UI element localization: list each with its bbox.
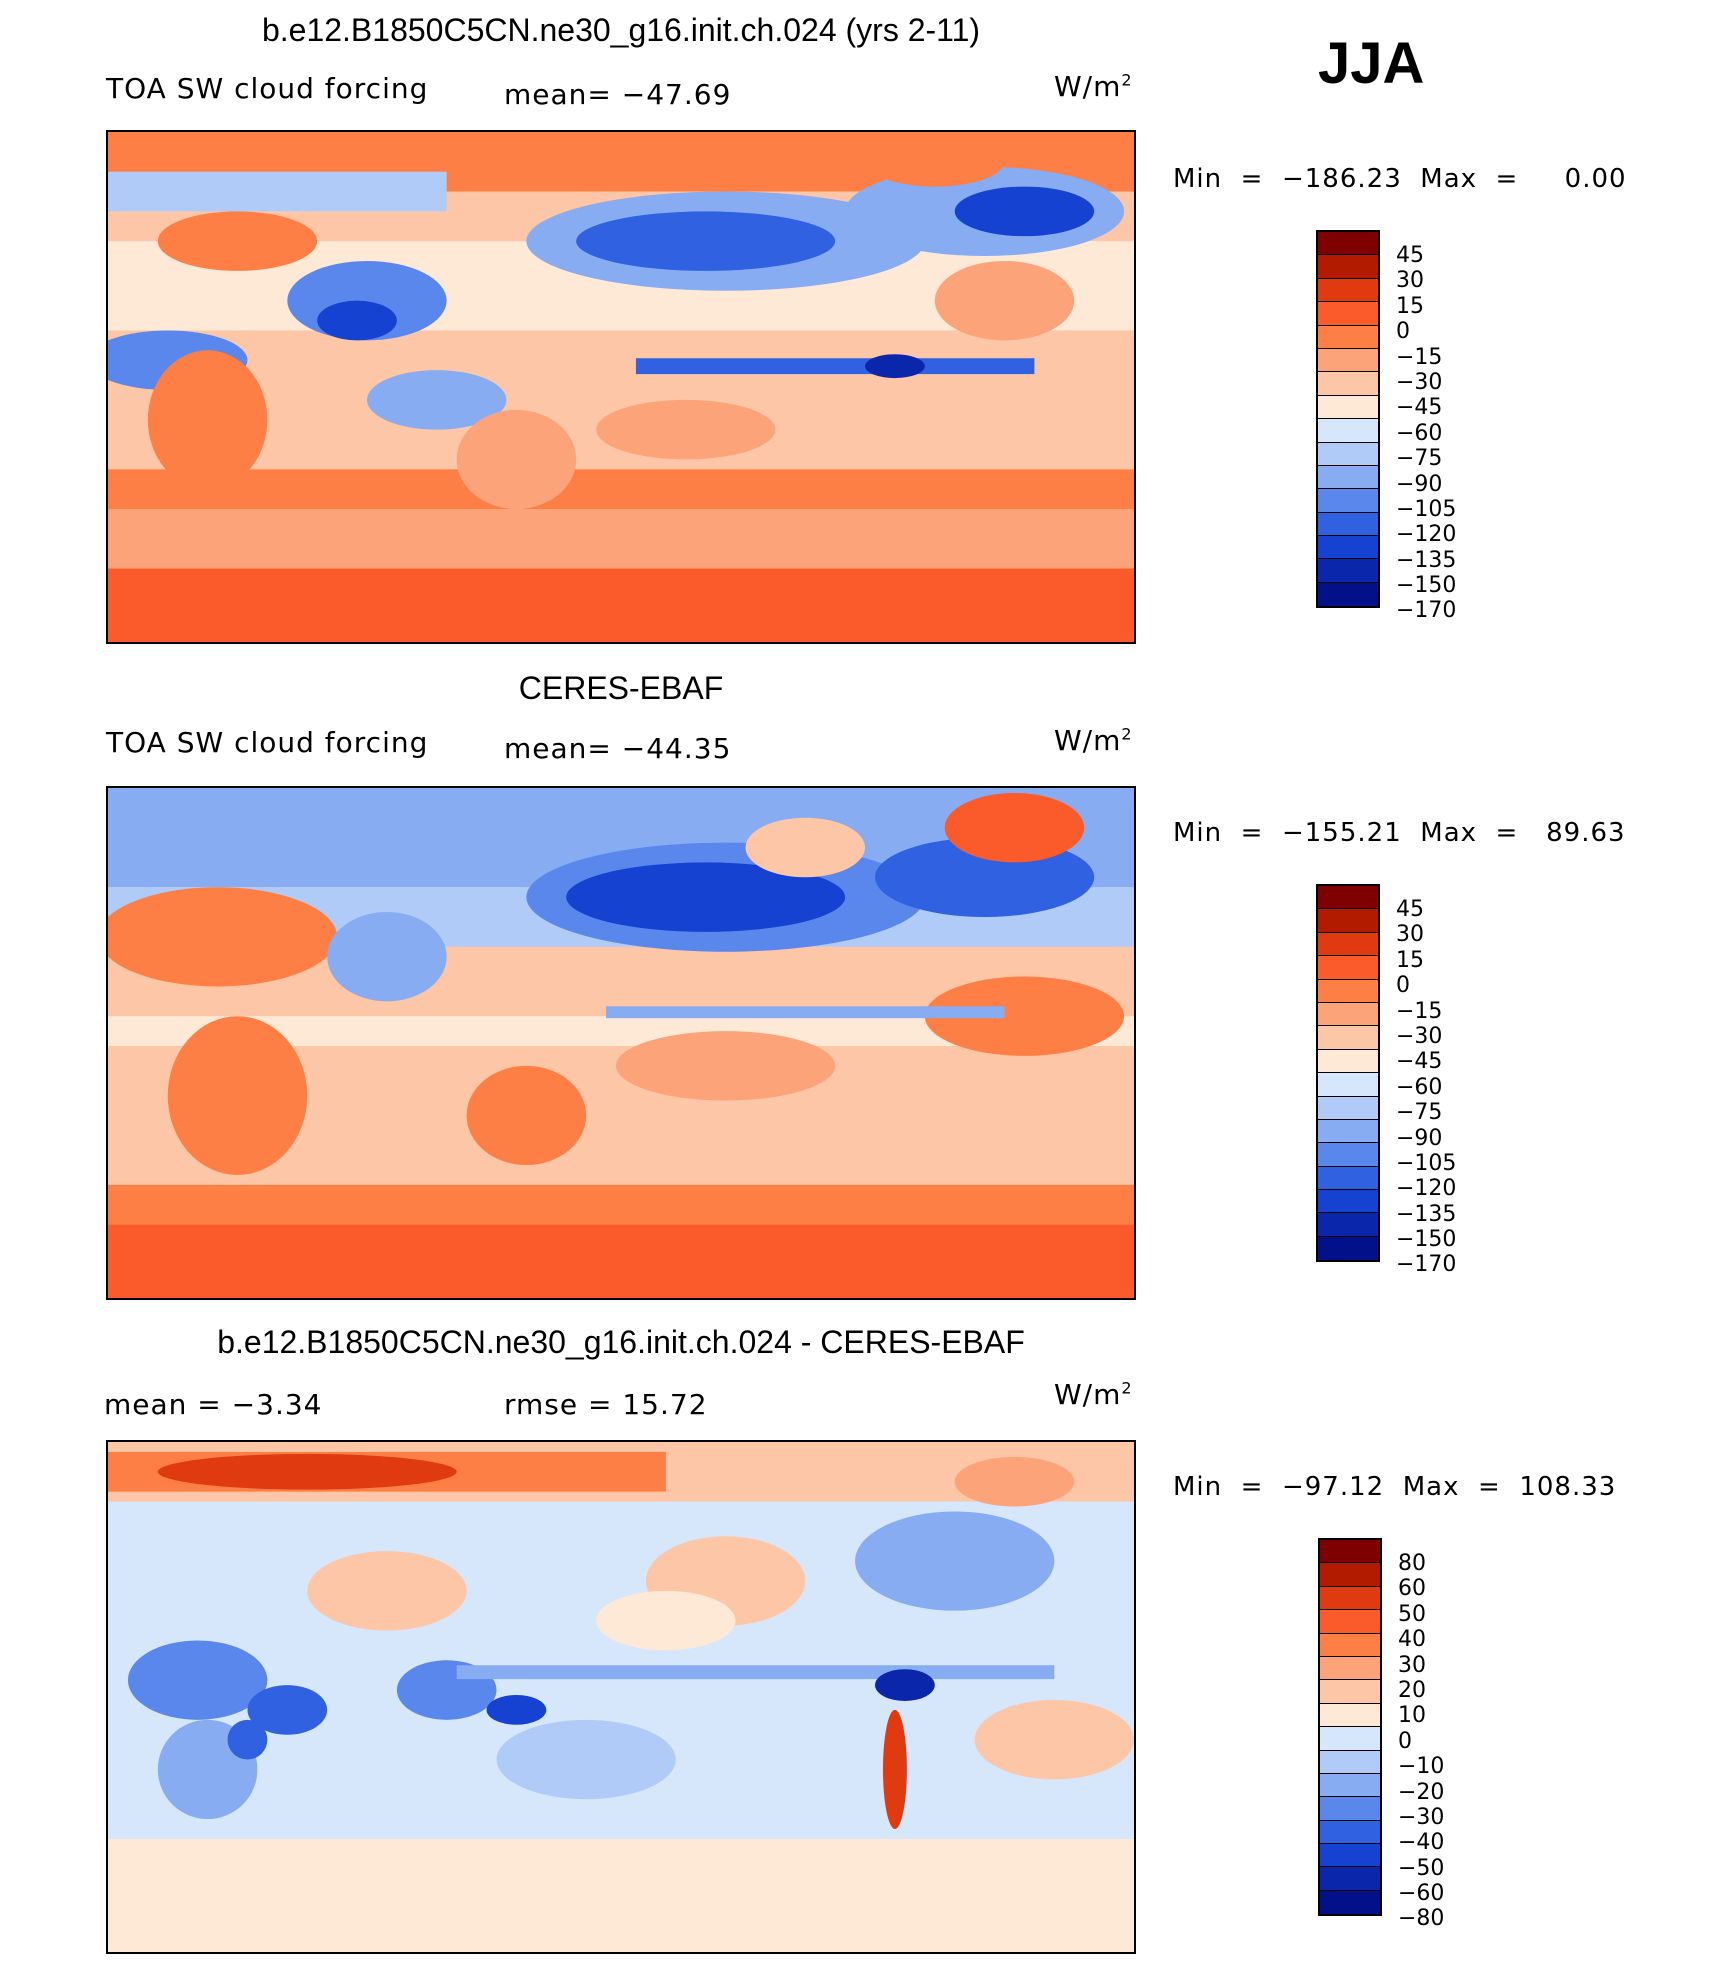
colorbar-tick-label: −45 bbox=[1396, 1049, 1443, 1075]
colorbar-tick-label: 45 bbox=[1396, 243, 1424, 268]
colorbar-tick-label: −90 bbox=[1396, 1125, 1443, 1151]
panel1-mean-label: mean= −47.69 bbox=[504, 78, 732, 111]
panel1-title: b.e12.B1850C5CN.ne30_g16.init.ch.024 (yr… bbox=[261, 12, 981, 48]
colorbar-tick-label: 60 bbox=[1398, 1576, 1426, 1602]
colorbar-tick-label: 50 bbox=[1398, 1601, 1426, 1627]
colorbar-tick-label: 45 bbox=[1396, 897, 1424, 922]
panel1-field-label: TOA SW cloud forcing bbox=[106, 72, 429, 105]
colorbar-tick-label: −150 bbox=[1396, 1227, 1457, 1253]
colorbar-tick-label: −60 bbox=[1396, 1074, 1443, 1100]
colorbar-tick-label: −60 bbox=[1396, 420, 1443, 446]
colorbar-tick-label: −30 bbox=[1396, 369, 1443, 395]
panel3-colorbar-labels: 80 60 50 40 30 20 10 0 −10 −20 −30 −40 −… bbox=[1398, 1552, 1444, 1933]
colorbar-tick-label: 20 bbox=[1398, 1677, 1426, 1703]
panel3-mean-label: mean = −3.34 bbox=[104, 1388, 323, 1421]
colorbar-tick-label: −135 bbox=[1396, 1201, 1457, 1227]
panel1-colorbar-labels: 45 30 15 0 −15 −30 −45 −60 −75 −90 −105 … bbox=[1396, 244, 1456, 625]
colorbar-tick-label: 40 bbox=[1398, 1627, 1426, 1653]
colorbar-tick-label: −90 bbox=[1396, 471, 1443, 497]
colorbar-tick-label: −15 bbox=[1396, 344, 1443, 370]
colorbar-tick-label: 30 bbox=[1398, 1652, 1426, 1678]
colorbar-tick-label: −75 bbox=[1396, 446, 1443, 472]
panel3-title: b.e12.B1850C5CN.ne30_g16.init.ch.024 - C… bbox=[217, 1324, 1025, 1360]
colorbar-tick-label: 30 bbox=[1396, 922, 1424, 948]
colorbar-tick-label: −15 bbox=[1396, 998, 1443, 1024]
colorbar-tick-label: −45 bbox=[1396, 395, 1443, 421]
colorbar-tick-label: −10 bbox=[1398, 1754, 1445, 1780]
panel3-colorbar bbox=[1318, 1538, 1382, 1917]
colorbar-tick-label: −20 bbox=[1398, 1779, 1445, 1805]
colorbar-tick-label: −170 bbox=[1396, 1252, 1457, 1278]
colorbar-tick-label: −40 bbox=[1398, 1830, 1445, 1856]
colorbar-tick-label: 30 bbox=[1396, 268, 1424, 294]
colorbar-tick-label: −120 bbox=[1396, 522, 1457, 548]
panel1-minmax: Min = −186.23 Max = 0.00 bbox=[1173, 164, 1627, 194]
colorbar-tick-label: −105 bbox=[1396, 496, 1457, 522]
colorbar-tick-label: −60 bbox=[1398, 1881, 1445, 1907]
colorbar-tick-label: 80 bbox=[1398, 1551, 1426, 1576]
colorbar-tick-label: −80 bbox=[1398, 1906, 1445, 1932]
colorbar-tick-label: −105 bbox=[1396, 1150, 1457, 1176]
panel1-map bbox=[106, 130, 1136, 644]
panel2-field-label: TOA SW cloud forcing bbox=[106, 726, 429, 759]
colorbar-tick-label: −150 bbox=[1396, 573, 1457, 599]
colorbar-tick-label: 0 bbox=[1396, 319, 1410, 345]
colorbar-tick-label: −30 bbox=[1396, 1023, 1443, 1049]
panel1-colorbar bbox=[1316, 230, 1380, 609]
panel3-map bbox=[106, 1440, 1136, 1954]
panel1-map-field bbox=[108, 132, 1134, 642]
panel3-map-field bbox=[108, 1442, 1134, 1952]
colorbar-tick-label: 10 bbox=[1398, 1703, 1426, 1729]
panel2-minmax: Min = −155.21 Max = 89.63 bbox=[1173, 818, 1626, 848]
colorbar-tick-label: −30 bbox=[1398, 1804, 1445, 1830]
colorbar-tick-label: 0 bbox=[1398, 1728, 1412, 1754]
colorbar-tick-label: −50 bbox=[1398, 1855, 1445, 1881]
colorbar-tick-label: 0 bbox=[1396, 973, 1410, 999]
colorbar-tick-label: 15 bbox=[1396, 293, 1424, 319]
season-label: JJA bbox=[1318, 31, 1425, 96]
panel2-title: CERES-EBAF bbox=[518, 670, 724, 706]
colorbar-tick-label: 15 bbox=[1396, 947, 1424, 973]
panel3-rmse-label: rmse = 15.72 bbox=[504, 1388, 708, 1421]
panel2-colorbar-labels: 45 30 15 0 −15 −30 −45 −60 −75 −90 −105 … bbox=[1396, 898, 1456, 1279]
colorbar-tick-label: −120 bbox=[1396, 1176, 1457, 1202]
panel2-mean-label: mean= −44.35 bbox=[504, 732, 732, 765]
panel1-units: W/m2 bbox=[1054, 70, 1133, 103]
panel3-units: W/m2 bbox=[1054, 1378, 1133, 1411]
panel3-minmax: Min = −97.12 Max = 108.33 bbox=[1173, 1472, 1617, 1502]
colorbar-tick-label: −135 bbox=[1396, 547, 1457, 573]
panel2-units: W/m2 bbox=[1054, 724, 1133, 757]
panel2-map-field bbox=[108, 788, 1134, 1298]
panel2-colorbar bbox=[1316, 884, 1380, 1263]
colorbar-tick-label: −170 bbox=[1396, 598, 1457, 624]
colorbar-tick-label: −75 bbox=[1396, 1100, 1443, 1126]
panel2-map bbox=[106, 786, 1136, 1300]
